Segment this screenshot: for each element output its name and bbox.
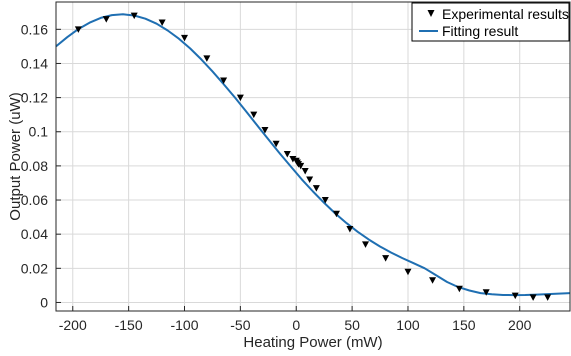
x-tick-label: 50 [344,317,360,333]
x-tick-label: -200 [59,317,87,333]
y-tick-label: 0.08 [21,158,48,174]
y-tick-label: 0.02 [21,260,48,276]
y-tick-label: 0 [40,294,48,310]
y-tick-label: 0.16 [21,21,48,37]
x-tick-label: 150 [452,317,476,333]
x-tick-label: -100 [170,317,198,333]
y-tick-label: 0.06 [21,192,48,208]
legend: Experimental results Fitting result [412,3,569,41]
x-tick-label: -150 [115,317,143,333]
plot-area [56,2,570,311]
legend-label-experimental: Experimental results [442,6,569,22]
x-tick-label: 100 [396,317,420,333]
legend-label-fitting: Fitting result [442,23,518,39]
y-axis-ticks: 0 0.02 0.04 0.06 0.08 0.1 0.12 0.14 0.16 [21,21,61,310]
y-axis-label: Output Power (uW) [7,92,24,220]
y-tick-label: 0.12 [21,90,48,106]
x-tick-label: 200 [508,317,532,333]
x-axis-label: Heating Power (mW) [243,334,382,351]
x-tick-label: 0 [292,317,300,333]
y-tick-label: 0.1 [29,124,49,140]
y-tick-label: 0.14 [21,55,48,71]
x-tick-label: -50 [230,317,250,333]
y-tick-label: 0.04 [21,226,48,242]
